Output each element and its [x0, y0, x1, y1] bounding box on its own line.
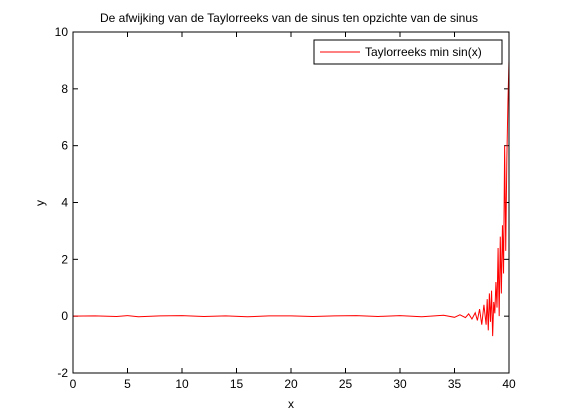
- y-tick-label: 2: [61, 252, 68, 266]
- y-axis-title: y: [33, 200, 47, 206]
- legend-label: Taylorreeks min sin(x): [365, 45, 482, 59]
- x-axis-title: x: [288, 397, 294, 411]
- y-tick-label: 10: [55, 25, 69, 39]
- x-tick-label: 20: [284, 377, 298, 391]
- x-tick-label: 0: [70, 377, 77, 391]
- x-tick-label: 5: [124, 377, 131, 391]
- axes-frame: [72, 31, 510, 374]
- plot-area: [73, 32, 509, 373]
- x-tick-label: 10: [175, 377, 189, 391]
- series-group: [72, 60, 510, 337]
- x-tick-label: 40: [502, 377, 516, 391]
- chart-title: De afwijking van de Taylorreeks van de s…: [100, 11, 478, 25]
- y-tick-label: 0: [61, 309, 68, 323]
- x-tick-label: 30: [393, 377, 407, 391]
- series-line-0: [72, 60, 510, 337]
- y-tick-label: -2: [57, 366, 68, 380]
- x-tick-label: 25: [339, 377, 353, 391]
- y-tick-label: 8: [61, 82, 68, 96]
- y-tick-label: 4: [61, 196, 68, 210]
- y-tick-label: 6: [61, 139, 68, 153]
- x-tick-label: 15: [230, 377, 244, 391]
- x-tick-label: 35: [448, 377, 462, 391]
- legend: Taylorreeks min sin(x): [313, 39, 503, 65]
